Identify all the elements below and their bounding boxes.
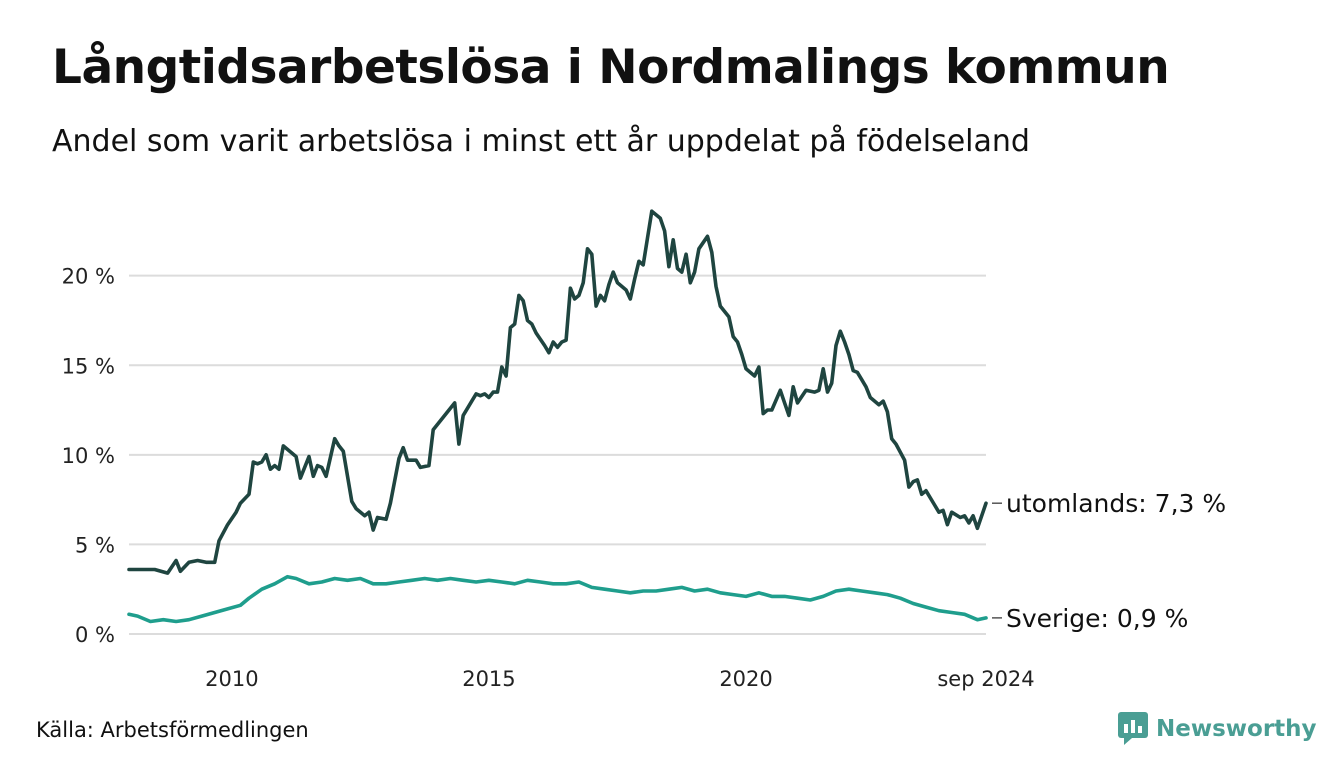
line-chart: 0 %5 %10 %15 %20 % 2010 2015 2020 sep 2024 … (62, 209, 1226, 691)
y-tick-label: 15 % (62, 354, 115, 378)
x-tick-label: 2015 (462, 667, 515, 691)
source-note: Källa: Arbetsförmedlingen (36, 718, 309, 742)
y-tick-label: 0 % (75, 623, 115, 647)
grid-lines (129, 274, 986, 635)
end-labels: utomlands: 7,3 % Sverige: 0,9 % (992, 489, 1226, 633)
brand-name: Newsworthy (1156, 716, 1317, 742)
y-tick-label: 5 % (75, 533, 115, 557)
brand-logo[interactable]: Newsworthy (1118, 712, 1317, 746)
newsworthy-logo-icon (1118, 712, 1148, 745)
chart-title: Långtidsarbetslösa i Nordmalings kommun (52, 40, 1170, 95)
y-axis-ticks: 0 % 5 % 10 % 15 % 20 % (62, 265, 115, 647)
end-label-sverige: Sverige: 0,9 % (1006, 604, 1188, 633)
series-lines (127, 209, 988, 624)
x-axis-ticks: 2010 2015 2020 sep 2024 (205, 667, 1035, 691)
y-tick-label: 20 % (62, 265, 115, 289)
x-tick-label: 2010 (205, 667, 258, 691)
x-tick-label: sep 2024 (937, 667, 1034, 691)
series-line-sverige (127, 574, 988, 624)
chart-subtitle: Andel som varit arbetslösa i minst ett å… (52, 124, 1030, 159)
y-tick-label: 10 % (62, 444, 115, 468)
x-tick-label: 2020 (719, 667, 772, 691)
series-line-utomlands (127, 209, 988, 575)
end-label-utomlands: utomlands: 7,3 % (1006, 489, 1226, 518)
